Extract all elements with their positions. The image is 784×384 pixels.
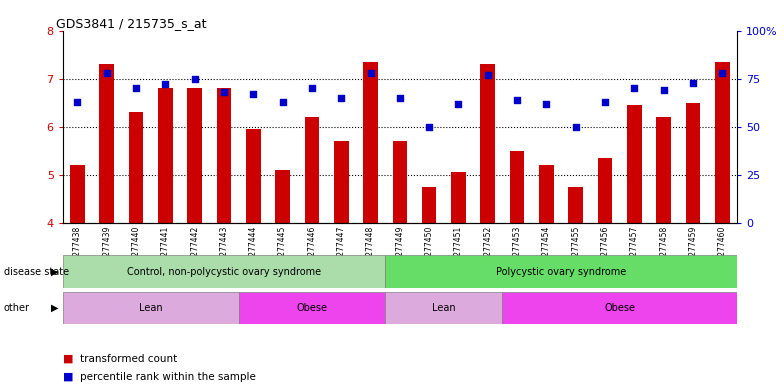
Bar	[275, 170, 290, 223]
Bar	[63, 292, 238, 324]
Point	[423, 124, 435, 130]
Bar	[539, 165, 554, 223]
Point	[658, 87, 670, 93]
Bar	[451, 172, 466, 223]
Bar	[129, 113, 143, 223]
Bar	[187, 88, 202, 223]
Text: Obese: Obese	[296, 303, 328, 313]
Bar	[304, 117, 319, 223]
Text: ■: ■	[63, 354, 73, 364]
Point	[394, 95, 406, 101]
Point	[628, 85, 641, 91]
Point	[247, 91, 260, 97]
Bar	[686, 103, 700, 223]
Text: ▶: ▶	[51, 303, 59, 313]
Text: Control, non-polycystic ovary syndrome: Control, non-polycystic ovary syndrome	[127, 266, 321, 277]
Point	[335, 95, 347, 101]
Text: disease state: disease state	[4, 266, 69, 277]
Point	[452, 101, 465, 107]
Bar	[100, 65, 114, 223]
Point	[716, 70, 728, 76]
Point	[306, 85, 318, 91]
Text: Lean: Lean	[139, 303, 162, 313]
Bar	[334, 141, 349, 223]
Point	[276, 99, 289, 105]
Bar	[481, 65, 495, 223]
Text: other: other	[4, 303, 30, 313]
Bar	[238, 292, 385, 324]
Bar	[216, 88, 231, 223]
Point	[481, 72, 494, 78]
Text: Lean: Lean	[432, 303, 456, 313]
Bar	[422, 187, 437, 223]
Point	[540, 101, 553, 107]
Point	[71, 99, 84, 105]
Text: ■: ■	[63, 372, 73, 382]
Text: Obese: Obese	[604, 303, 635, 313]
Bar	[385, 292, 503, 324]
Bar	[246, 129, 260, 223]
Point	[129, 85, 142, 91]
Bar	[510, 151, 524, 223]
Text: ▶: ▶	[51, 266, 59, 277]
Text: percentile rank within the sample: percentile rank within the sample	[80, 372, 256, 382]
Point	[218, 89, 230, 95]
Bar	[715, 62, 730, 223]
Point	[159, 81, 172, 88]
Point	[687, 79, 699, 86]
Bar	[70, 165, 85, 223]
Bar	[63, 255, 385, 288]
Bar	[656, 117, 671, 223]
Bar	[568, 187, 583, 223]
Bar	[627, 105, 641, 223]
Point	[365, 70, 377, 76]
Bar	[363, 62, 378, 223]
Text: GDS3841 / 215735_s_at: GDS3841 / 215735_s_at	[56, 17, 206, 30]
Point	[511, 97, 524, 103]
Point	[188, 76, 201, 82]
Bar	[503, 292, 737, 324]
Bar	[385, 255, 737, 288]
Text: Polycystic ovary syndrome: Polycystic ovary syndrome	[496, 266, 626, 277]
Point	[599, 99, 612, 105]
Point	[569, 124, 582, 130]
Text: transformed count: transformed count	[80, 354, 177, 364]
Bar	[158, 88, 172, 223]
Bar	[597, 158, 612, 223]
Point	[100, 70, 113, 76]
Bar	[393, 141, 407, 223]
